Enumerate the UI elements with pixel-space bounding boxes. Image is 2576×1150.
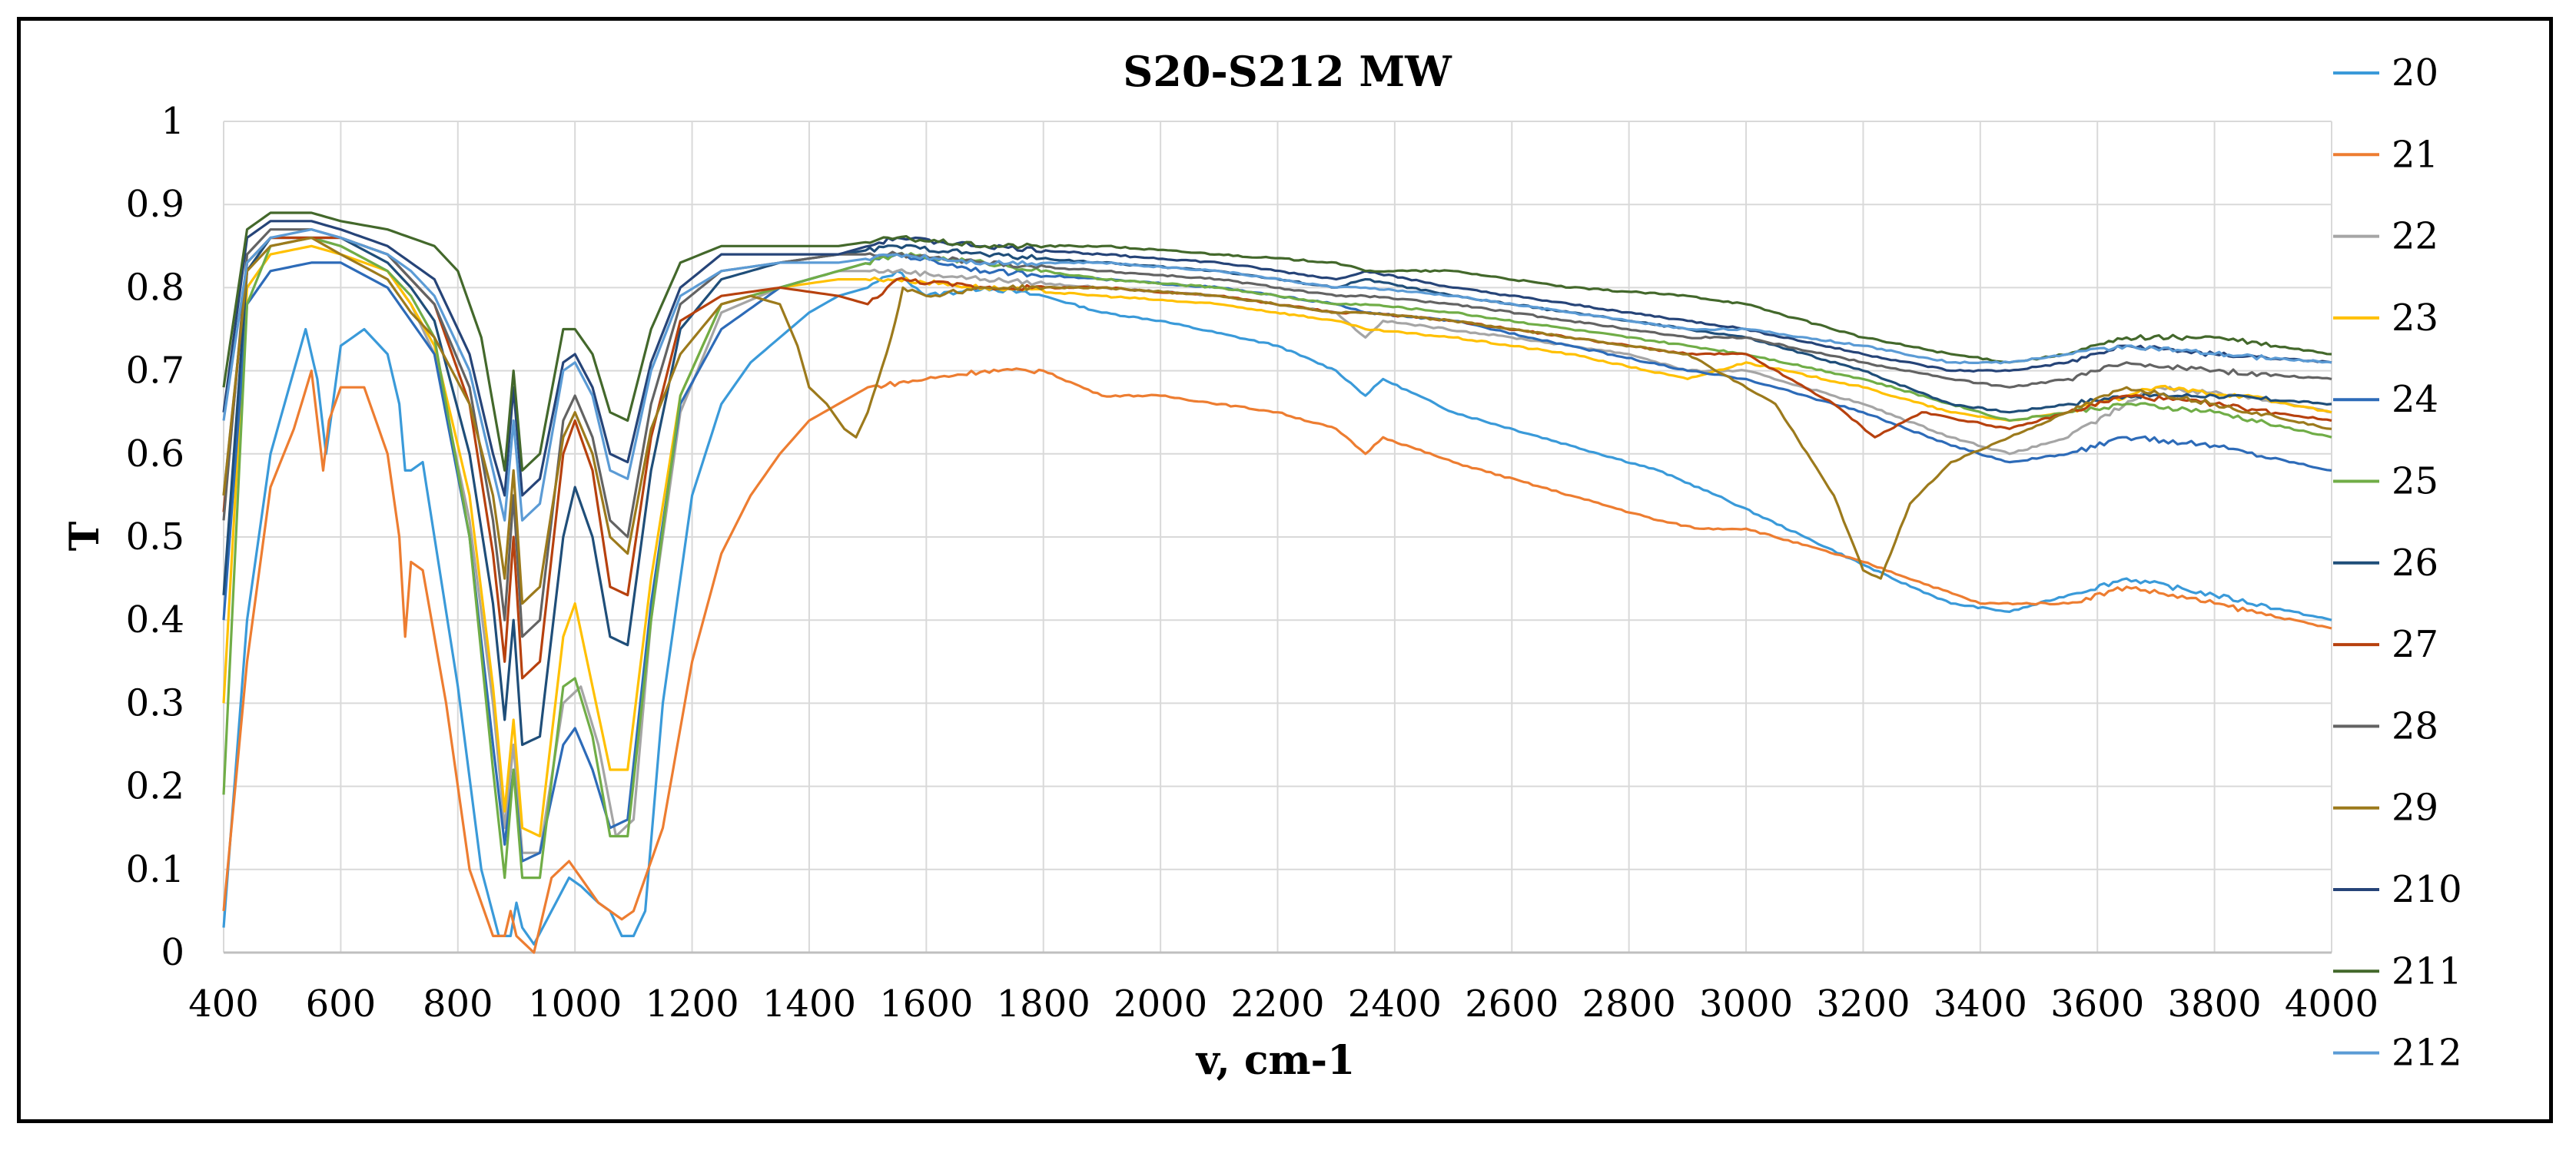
legend-label: 20 <box>2392 51 2438 94</box>
y-tick-labels: 0 0.1 0.2 0.3 0.4 0.5 0.6 0.7 0.8 0.9 1 <box>126 100 184 974</box>
x-tick-label: 3600 <box>2050 983 2144 1026</box>
y-axis-title: T <box>61 521 108 551</box>
legend-label: 22 <box>2392 215 2438 258</box>
x-tick-label: 2400 <box>1348 983 1442 1026</box>
y-tick-label: 0.5 <box>126 515 184 558</box>
legend-label: 24 <box>2392 378 2438 421</box>
y-tick-label: 0.3 <box>126 681 184 724</box>
chart-title: S20-S212 MW <box>1123 47 1452 96</box>
legend-label: 25 <box>2392 460 2438 503</box>
y-tick-label: 0 <box>161 931 184 974</box>
x-tick-label: 800 <box>423 983 493 1026</box>
x-tick-label: 1200 <box>645 983 739 1026</box>
series-line-20 <box>222 270 2332 946</box>
legend-item-212[interactable]: 212 <box>2333 1032 2462 1075</box>
legend-label: 27 <box>2392 623 2438 666</box>
x-tick-label: 1800 <box>997 983 1090 1026</box>
legend-item-26[interactable]: 26 <box>2333 542 2438 585</box>
y-tick-label: 1 <box>161 100 184 143</box>
y-tick-label: 0.6 <box>126 432 184 476</box>
x-tick-labels: 400 600 800 1000 1200 1400 1600 1800 2000 2200 240… <box>188 983 2378 1026</box>
x-axis-title: v, cm-1 <box>1196 1037 1356 1084</box>
legend-item-21[interactable]: 21 <box>2333 133 2438 176</box>
x-tick-label: 2000 <box>1114 983 1207 1026</box>
x-tick-label: 4000 <box>2285 983 2378 1026</box>
y-tick-label: 0.8 <box>126 266 184 309</box>
legend-item-25[interactable]: 25 <box>2333 460 2438 503</box>
legend-label: 28 <box>2392 704 2438 747</box>
y-tick-label: 0.1 <box>126 848 184 891</box>
legend-item-29[interactable]: 29 <box>2333 787 2438 830</box>
series-lines <box>222 211 2332 954</box>
y-tick-label: 0.9 <box>126 183 184 226</box>
x-tick-label: 2200 <box>1230 983 1324 1026</box>
legend-item-24[interactable]: 24 <box>2333 378 2438 421</box>
legend-item-28[interactable]: 28 <box>2333 704 2438 747</box>
series-line-25 <box>222 236 2332 880</box>
x-tick-label: 3200 <box>1816 983 1910 1026</box>
x-tick-label: 2600 <box>1465 983 1559 1026</box>
y-tick-label: 0.2 <box>126 765 184 808</box>
legend[interactable]: 20 21 22 23 24 25 26 27 28 29 210 211 212 <box>2333 51 2462 1075</box>
x-tick-label: 1400 <box>762 983 856 1026</box>
legend-label: 211 <box>2392 949 2462 993</box>
legend-item-27[interactable]: 27 <box>2333 623 2438 666</box>
x-tick-label: 1600 <box>879 983 973 1026</box>
legend-label: 21 <box>2392 133 2438 176</box>
legend-label: 26 <box>2392 542 2438 585</box>
x-tick-label: 3400 <box>1934 983 2027 1026</box>
x-tick-label: 3000 <box>1699 983 1793 1026</box>
x-tick-label: 400 <box>188 983 259 1026</box>
series-line-210 <box>222 220 2332 497</box>
x-tick-label: 2800 <box>1582 983 1676 1026</box>
legend-item-211[interactable]: 211 <box>2333 949 2462 993</box>
y-tick-label: 0.7 <box>126 350 184 393</box>
series-line-212 <box>222 228 2332 522</box>
series-line-211 <box>222 211 2332 472</box>
x-tick-label: 1000 <box>528 983 622 1026</box>
legend-item-22[interactable]: 22 <box>2333 215 2438 258</box>
legend-item-20[interactable]: 20 <box>2333 51 2438 94</box>
legend-item-23[interactable]: 23 <box>2333 297 2438 340</box>
series-line-28 <box>222 228 2332 638</box>
legend-label: 23 <box>2392 297 2438 340</box>
legend-item-210[interactable]: 210 <box>2333 868 2462 911</box>
series-line-29 <box>222 236 2332 605</box>
legend-label: 29 <box>2392 787 2438 830</box>
legend-label: 210 <box>2392 868 2462 911</box>
series-line-21 <box>222 367 2332 954</box>
series-line-23 <box>222 244 2332 838</box>
y-tick-label: 0.4 <box>126 598 184 641</box>
x-tick-label: 3800 <box>2168 983 2262 1026</box>
legend-label: 212 <box>2392 1032 2462 1075</box>
x-tick-label: 600 <box>306 983 377 1026</box>
